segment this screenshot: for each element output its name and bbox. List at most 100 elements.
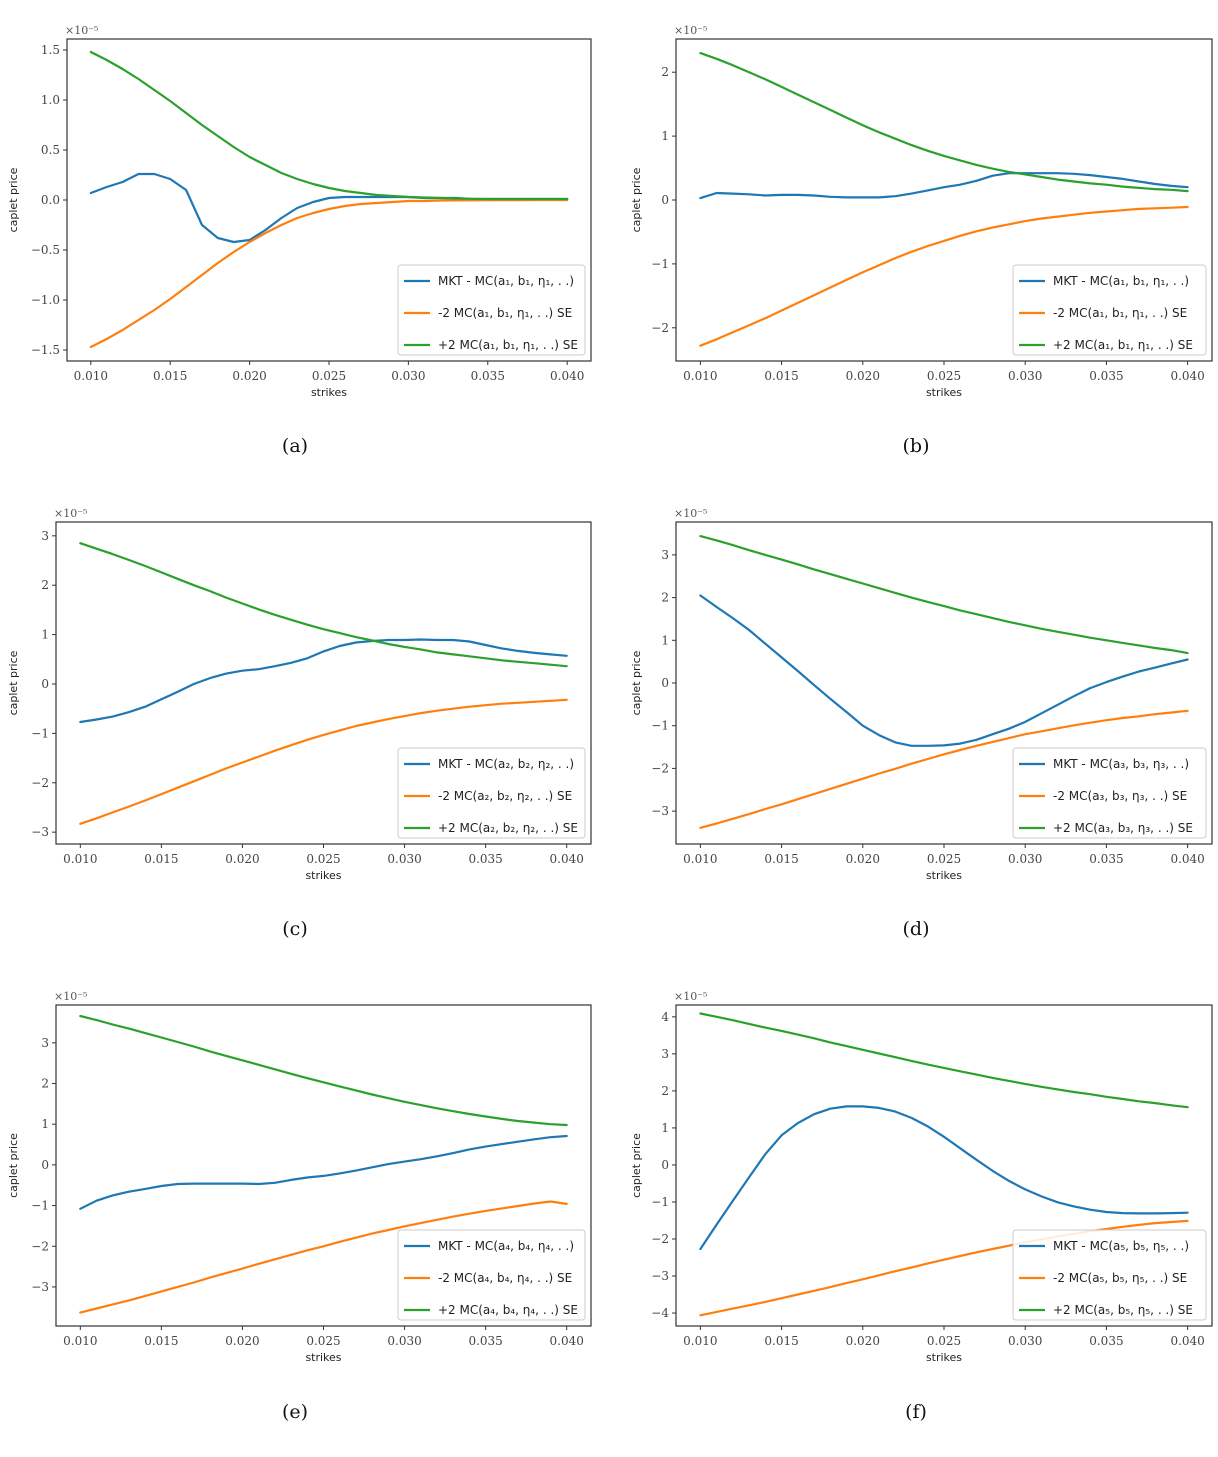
subfigure-caption: (e) (282, 1401, 308, 1423)
x-tick-label: 0.040 (550, 1334, 584, 1348)
legend-label: MKT - MC(a₄, b₄, η₄, . .) (438, 1239, 574, 1253)
subfigure-caption: (a) (282, 435, 308, 457)
x-tick-label: 0.035 (1089, 852, 1123, 866)
x-tick-label: 0.040 (1170, 369, 1204, 383)
chart-panel-e: MKT - MC(a₄, b₄, η₄, . .) -2 MC(a₄, b₄, η… (7, 990, 592, 1423)
legend-label: MKT - MC(a₂, b₂, η₂, . .) (438, 757, 574, 771)
legend-label: +2 MC(a₂, b₂, η₂, . .) SE (438, 821, 578, 835)
legend-label: MKT - MC(a₁, b₁, η₁, . .) (1053, 274, 1189, 288)
legend-label: +2 MC(a₁, b₁, η₁, . .) SE (1053, 338, 1193, 352)
legend: MKT - MC(a₄, b₄, η₄, . .) -2 MC(a₄, b₄, η… (397, 1229, 586, 1321)
legend-box (1012, 264, 1207, 356)
y-tick-label: −1.0 (31, 293, 60, 307)
x-tick-label: 0.020 (225, 852, 259, 866)
y-tick-label: 1 (661, 129, 669, 143)
x-tick-label: 0.025 (927, 369, 961, 383)
legend-label: +2 MC(a₁, b₁, η₁, . .) SE (438, 338, 578, 352)
chart-panel-c: MKT - MC(a₂, b₂, η₂, . .) -2 MC(a₂, b₂, η… (7, 507, 592, 940)
y-tick-label: −2 (651, 1232, 669, 1246)
mkt-minus-mc-line (79, 1134, 568, 1210)
y-tick-label: 2 (661, 591, 669, 605)
minus-2se-line (699, 709, 1189, 829)
minus-2se-line (699, 205, 1189, 347)
legend-label: MKT - MC(a₁, b₁, η₁, . .) (438, 274, 574, 288)
y-tick-label: 2 (661, 65, 669, 79)
minus-2se-line (699, 1219, 1189, 1317)
y-tick-label: 0 (661, 193, 669, 207)
mkt-minus-mc-line (699, 594, 1189, 747)
x-tick-label: 0.025 (312, 369, 346, 383)
minus-2se-line (79, 698, 568, 825)
x-tick-label: 0.030 (391, 369, 425, 383)
x-tick-label: 0.015 (764, 369, 798, 383)
mkt-minus-mc-line (699, 172, 1189, 200)
y-tick-label: −2 (651, 761, 669, 775)
y-tick-label: −0.5 (31, 243, 60, 257)
x-tick-label: 0.015 (153, 369, 187, 383)
y-axis-label: caplet price (630, 650, 643, 715)
mkt-minus-mc-line (699, 1105, 1189, 1251)
y-tick-label: 0.5 (41, 143, 60, 157)
legend-label: MKT - MC(a₅, b₅, η₅, . .) (1053, 1239, 1189, 1253)
x-tick-label: 0.010 (683, 852, 717, 866)
legend: MKT - MC(a₃, b₃, η₃, . .) -2 MC(a₃, b₃, η… (1012, 747, 1207, 839)
plus-2se-line (79, 542, 568, 668)
legend: MKT - MC(a₁, b₁, η₁, . .) -2 MC(a₁, b₁, η… (397, 264, 586, 356)
x-tick-label: 0.025 (927, 852, 961, 866)
legend-label: -2 MC(a₂, b₂, η₂, . .) SE (438, 789, 572, 803)
x-tick-label: 0.015 (764, 852, 798, 866)
x-axis-label: strikes (926, 1351, 962, 1364)
x-tick-label: 0.035 (1089, 369, 1123, 383)
y-tick-label: 1 (661, 1121, 669, 1135)
legend-label: -2 MC(a₁, b₁, η₁, . .) SE (1053, 306, 1187, 320)
x-tick-label: 0.035 (1089, 1334, 1123, 1348)
legend-box (1012, 747, 1207, 839)
chart-panel-b: MKT - MC(a₁, b₁, η₁, . .) -2 MC(a₁, b₁, η… (630, 24, 1213, 457)
plus-2se-line (699, 52, 1189, 193)
legend: MKT - MC(a₁, b₁, η₁, . .) -2 MC(a₁, b₁, η… (1012, 264, 1207, 356)
x-tick-label: 0.015 (144, 852, 178, 866)
minus-2se-line (89, 198, 569, 349)
y-tick-label: 1.5 (41, 43, 60, 57)
y-tick-label: −4 (651, 1306, 669, 1320)
x-tick-label: 0.030 (387, 852, 421, 866)
x-tick-label: 0.035 (468, 1334, 502, 1348)
y-axis-multiplier: ×10⁻⁵ (54, 507, 87, 520)
x-tick-label: 0.020 (846, 369, 880, 383)
x-tick-label: 0.040 (1170, 852, 1204, 866)
y-tick-label: −3 (31, 825, 49, 839)
legend-box (1012, 1229, 1207, 1321)
x-tick-label: 0.040 (1170, 1334, 1204, 1348)
y-tick-label: 1 (41, 1117, 49, 1131)
y-tick-label: 2 (41, 1077, 49, 1091)
x-tick-label: 0.025 (306, 1334, 340, 1348)
legend-label: MKT - MC(a₃, b₃, η₃, . .) (1053, 757, 1189, 771)
chart-panel-a: MKT - MC(a₁, b₁, η₁, . .) -2 MC(a₁, b₁, η… (7, 24, 592, 457)
y-tick-label: 3 (661, 1047, 669, 1061)
mkt-minus-mc-line (79, 638, 568, 724)
x-tick-label: 0.035 (471, 369, 505, 383)
plus-2se-line (79, 1014, 568, 1127)
legend-box (397, 264, 586, 356)
x-tick-label: 0.020 (232, 369, 266, 383)
legend-label: +2 MC(a₄, b₄, η₄, . .) SE (438, 1303, 578, 1317)
legend-label: -2 MC(a₅, b₅, η₅, . .) SE (1053, 1271, 1187, 1285)
x-tick-label: 0.030 (1008, 852, 1042, 866)
x-axis-label: strikes (926, 869, 962, 882)
x-tick-label: 0.015 (764, 1334, 798, 1348)
x-tick-label: 0.025 (927, 1334, 961, 1348)
x-axis-label: strikes (305, 1351, 341, 1364)
y-tick-label: 0 (41, 1158, 49, 1172)
y-tick-label: 0.0 (41, 193, 60, 207)
y-tick-label: 2 (661, 1084, 669, 1098)
legend: MKT - MC(a₅, b₅, η₅, . .) -2 MC(a₅, b₅, η… (1012, 1229, 1207, 1321)
x-tick-label: 0.010 (683, 1334, 717, 1348)
y-tick-label: −2 (31, 776, 49, 790)
plus-2se-line (699, 1012, 1189, 1109)
x-axis-label: strikes (311, 386, 347, 399)
legend-label: +2 MC(a₅, b₅, η₅, . .) SE (1053, 1303, 1193, 1317)
x-tick-label: 0.010 (74, 369, 108, 383)
y-axis-multiplier: ×10⁻⁵ (54, 990, 87, 1003)
legend: MKT - MC(a₂, b₂, η₂, . .) -2 MC(a₂, b₂, η… (397, 747, 586, 839)
